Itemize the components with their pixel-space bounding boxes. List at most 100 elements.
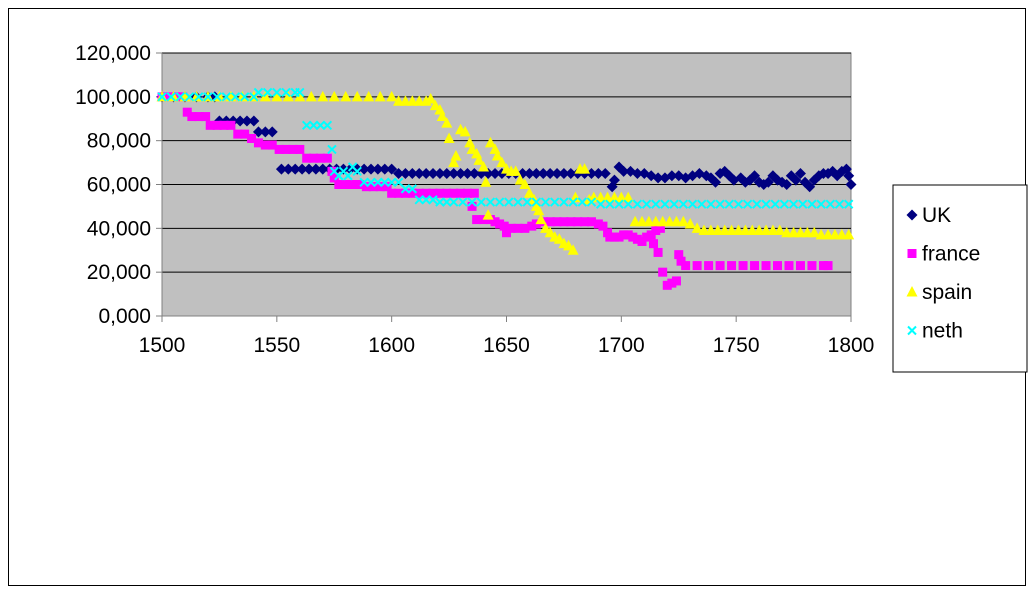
- data-point-UK: [749, 170, 761, 182]
- data-point-spain: [595, 191, 607, 203]
- data-point-neth: [400, 184, 411, 194]
- data-point-spain: [726, 224, 738, 236]
- data-point-neth: [366, 177, 376, 188]
- data-point-france: [375, 182, 385, 192]
- data-point-neth: [212, 92, 222, 102]
- data-point-france: [609, 232, 619, 242]
- data-point-neth: [531, 197, 542, 207]
- data-point-france: [435, 188, 445, 198]
- data-point-neth: [322, 120, 333, 131]
- data-point-spain: [478, 160, 490, 172]
- data-point-neth: [733, 199, 744, 209]
- data-point-neth: [513, 197, 523, 207]
- data-point-UK: [275, 163, 287, 175]
- data-point-spain: [429, 99, 441, 111]
- data-point-france: [662, 280, 672, 290]
- data-point-spain: [450, 150, 462, 161]
- data-point-neth: [230, 92, 241, 102]
- y-tick-label: 20,000: [87, 261, 151, 284]
- data-point-spain: [719, 224, 731, 236]
- data-point-UK: [434, 168, 446, 180]
- data-point-spain: [496, 156, 508, 168]
- data-point-neth: [504, 197, 514, 207]
- legend-label: spain: [922, 281, 972, 304]
- data-point-spain: [441, 117, 453, 128]
- data-point-france: [462, 188, 472, 198]
- x-tick-label: 1550: [253, 334, 300, 357]
- series-layer: [156, 87, 857, 290]
- data-point-neth: [352, 166, 362, 177]
- data-point-france: [506, 223, 516, 233]
- data-point-neth: [295, 87, 305, 98]
- data-point-neth: [485, 197, 496, 207]
- data-point-france: [382, 182, 392, 192]
- data-point-spain: [436, 110, 448, 122]
- data-point-france: [490, 217, 500, 227]
- data-point-france: [182, 107, 192, 117]
- data-point-neth: [448, 197, 459, 207]
- data-point-neth: [678, 199, 689, 209]
- data-point-UK: [804, 181, 816, 193]
- data-point-spain: [553, 233, 565, 244]
- data-point-france: [692, 261, 702, 271]
- data-point-UK: [666, 170, 678, 182]
- data-point-UK: [618, 165, 630, 177]
- x-tick-label: 1750: [713, 334, 760, 357]
- data-point-neth: [798, 199, 808, 209]
- data-point-france: [667, 278, 677, 288]
- data-point-france: [205, 120, 215, 130]
- data-point-UK: [399, 168, 411, 180]
- data-point-spain: [629, 215, 641, 227]
- data-point-spain: [760, 224, 772, 236]
- data-point-france: [387, 188, 397, 198]
- data-point-neth: [308, 120, 319, 131]
- data-point-neth: [651, 199, 661, 209]
- data-point-UK: [248, 115, 260, 127]
- data-point-UK: [537, 168, 549, 180]
- data-point-spain: [767, 224, 779, 236]
- data-point-spain: [406, 95, 418, 106]
- data-point-france: [513, 223, 523, 233]
- data-point-spain: [567, 244, 579, 255]
- data-point-spain: [294, 90, 306, 102]
- data-point-spain: [705, 224, 717, 236]
- data-point-france: [573, 217, 583, 227]
- data-point-spain: [774, 224, 786, 236]
- data-point-spain: [684, 217, 696, 229]
- data-point-spain: [459, 125, 471, 137]
- data-point-neth: [262, 87, 273, 98]
- series-neth: [157, 87, 854, 209]
- data-point-spain: [305, 90, 317, 102]
- data-point-spain: [698, 224, 710, 236]
- data-point-neth: [586, 197, 597, 207]
- data-point-neth: [253, 87, 264, 98]
- data-point-spain: [533, 204, 545, 216]
- data-point-neth: [203, 92, 213, 102]
- data-point-france: [348, 180, 358, 189]
- data-point-UK: [372, 163, 384, 175]
- legend: UK france spain neth: [892, 184, 1028, 373]
- data-point-UK: [310, 163, 322, 175]
- data-point-UK: [266, 126, 278, 138]
- data-point-neth: [687, 199, 698, 209]
- legend-item-france: france: [907, 243, 980, 266]
- data-point-spain: [712, 224, 724, 236]
- y-tick-label: 60,000: [87, 174, 151, 197]
- data-point-france: [329, 173, 339, 183]
- data-point-france: [219, 120, 229, 130]
- data-point-france: [414, 188, 424, 198]
- data-point-neth: [281, 87, 291, 98]
- data-point-france: [619, 230, 629, 240]
- legend-label: neth: [922, 320, 963, 343]
- data-point-france: [614, 232, 624, 242]
- data-point-UK: [599, 168, 611, 180]
- data-point-spain: [271, 90, 283, 102]
- data-point-spain: [236, 90, 248, 102]
- data-point-france: [253, 138, 263, 148]
- data-point-france: [598, 221, 608, 231]
- data-point-france: [368, 182, 378, 192]
- data-point-UK: [461, 168, 473, 180]
- data-point-spain: [691, 222, 703, 233]
- data-point-france: [648, 239, 658, 249]
- data-point-neth: [807, 199, 817, 209]
